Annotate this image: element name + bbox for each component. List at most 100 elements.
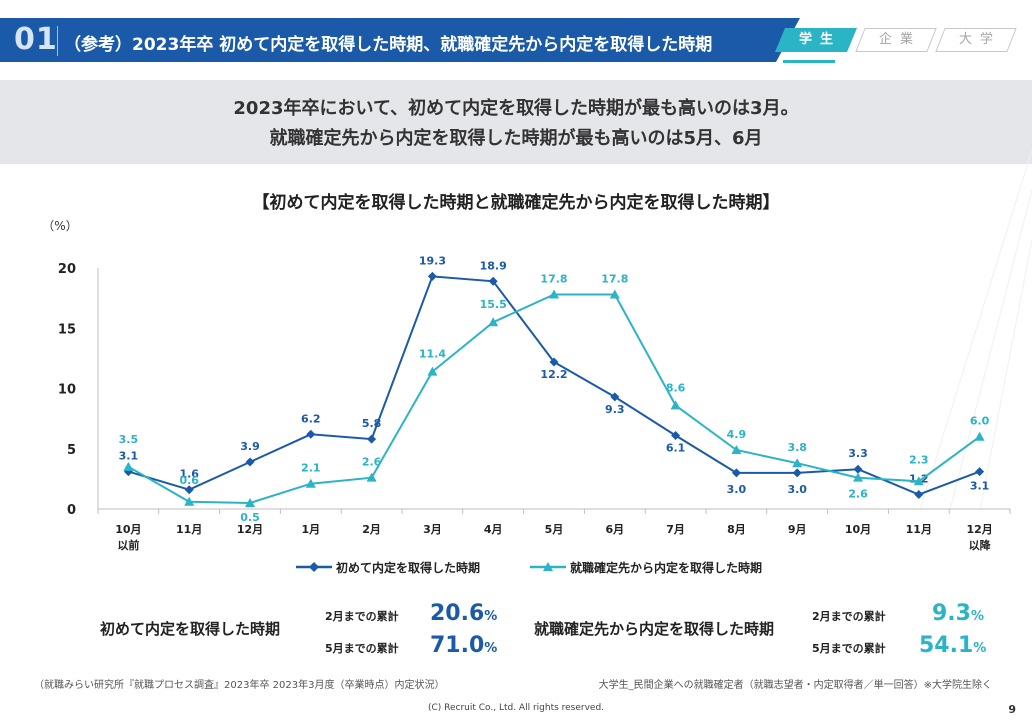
section-number: 01: [14, 22, 58, 57]
data-label: 17.8: [540, 273, 567, 286]
x-tick-label: 6月: [605, 523, 624, 536]
series-line-2: [127, 293, 981, 505]
data-label: 1.6: [179, 468, 199, 481]
data-label: 11.4: [419, 348, 446, 361]
data-point-diamond: [671, 430, 681, 440]
cumulative-first-row1-label: 2月までの累計: [325, 610, 399, 623]
tab-university[interactable]: 大学: [935, 28, 1017, 52]
data-point-triangle: [245, 497, 255, 507]
y-tick-label: 20: [58, 262, 76, 277]
cumulative-confirmed-row1-value: 9.3%: [932, 601, 985, 626]
title-divider: [57, 26, 58, 56]
tab-university-label: 大学: [958, 32, 1001, 47]
data-label: 4.9: [727, 428, 747, 441]
cumulative-confirmed-row2-label: 5月までの累計: [812, 642, 886, 655]
summary-band: 2023年卒において、初めて内定を取得した時期が最も高いのは3月。 就職確定先か…: [0, 80, 1032, 164]
data-point-triangle: [853, 472, 863, 482]
chart-title: 【初めて内定を取得した時期と就職確定先から内定を取得した時期】: [252, 193, 780, 213]
data-point-diamond: [610, 392, 620, 402]
data-point-diamond: [792, 468, 802, 478]
summary-line-2: 就職確定先から内定を取得した時期が最も高いのは5月、6月: [269, 128, 763, 149]
data-label: 15.5: [480, 298, 507, 311]
copyright: (C) Recruit Co., Ltd. All rights reserve…: [427, 703, 605, 713]
data-point-triangle: [488, 317, 499, 327]
data-label: 3.0: [727, 483, 747, 496]
x-tick-label: 8月: [727, 523, 746, 536]
legend-swatch-triangle-icon: [530, 562, 566, 571]
data-label: 17.8: [601, 273, 628, 286]
data-point-diamond: [549, 357, 559, 367]
data-label: 5.8: [362, 417, 382, 430]
source-note: （就職みらい研究所『就職プロセス調査』2023年卒 2023年3月度（卒業時点）…: [34, 680, 445, 691]
x-tick-label: 4月: [484, 523, 503, 536]
data-point-diamond: [427, 271, 437, 281]
data-label: 8.6: [666, 381, 686, 394]
data-label: 3.1: [970, 480, 990, 493]
x-tick-label: 2月: [362, 523, 381, 536]
y-tick-label: 10: [58, 383, 76, 398]
data-point-diamond: [731, 468, 741, 478]
data-label: 3.5: [119, 433, 139, 446]
data-point-triangle: [305, 478, 316, 488]
data-label: 12.2: [540, 368, 567, 381]
cumulative-first-row2-label: 5月までの累計: [325, 642, 399, 655]
data-label: 3.1: [119, 450, 139, 463]
x-tick-label: 12月: [237, 523, 263, 536]
data-point-triangle: [427, 366, 438, 376]
series-line-1: [128, 275, 980, 496]
data-label: 2.6: [362, 456, 382, 469]
data-point-triangle: [792, 458, 803, 468]
data-label: 6.1: [666, 441, 686, 454]
data-label: 6.2: [301, 412, 321, 425]
tab-student-label: 学生: [798, 32, 841, 47]
legend-item-first-offer: 初めて内定を取得した時期: [296, 558, 516, 576]
decorative-diagonal-lines: [919, 150, 1032, 510]
data-label: 3.0: [787, 483, 807, 496]
x-tick-label: 7月: [666, 523, 685, 536]
page-number: 9: [1008, 703, 1016, 716]
cumulative-first-row2-value: 71.0%: [430, 633, 498, 658]
page-title: （参考）2023年卒 初めて内定を取得した時期、就職確定先から内定を取得した時期: [64, 35, 713, 55]
cumulative-first-row1-value: 20.6%: [430, 601, 498, 626]
data-point-diamond: [184, 485, 194, 495]
tab-company-label: 企業: [878, 32, 921, 47]
data-point-diamond: [914, 490, 924, 500]
data-label: 2.1: [301, 462, 321, 475]
active-tab-underline: [783, 60, 835, 63]
x-tick-label: 9月: [788, 523, 807, 536]
tab-company[interactable]: 企業: [855, 28, 937, 52]
data-label: 3.3: [848, 447, 868, 460]
data-label: 3.9: [240, 440, 260, 453]
x-tick-label: 以前: [117, 538, 139, 552]
y-tick-label: 0: [67, 503, 76, 518]
x-tick-label: 11月: [906, 523, 932, 536]
data-label: 18.9: [480, 259, 507, 272]
cumulative-confirmed-row1-label: 2月までの累計: [812, 610, 886, 623]
data-point-triangle: [974, 431, 985, 441]
data-point-diamond: [853, 464, 863, 474]
x-tick-label: 1月: [301, 523, 320, 536]
data-label: 2.3: [909, 453, 929, 466]
data-label: 9.3: [605, 403, 625, 416]
population-note: 大学生_民間企業への就職確定者（就職志望者・内定取得者／単一回答）※大学院生除く: [598, 680, 992, 691]
x-tick-label: 12月: [966, 523, 992, 536]
x-tick-label: 11月: [176, 523, 202, 536]
legend-label-confirmed-offer: 就職確定先から内定を取得した時期: [570, 561, 763, 575]
x-tick-label: 10月: [845, 523, 871, 536]
data-label: 2.6: [848, 488, 868, 501]
tab-student[interactable]: 学生: [775, 28, 857, 52]
data-point-diamond: [306, 429, 316, 439]
x-tick-label: 3月: [423, 523, 442, 536]
legend-item-confirmed-offer: 就職確定先から内定を取得した時期: [530, 558, 790, 576]
data-label: 19.3: [419, 254, 446, 267]
data-point-triangle: [670, 400, 681, 410]
data-point-diamond: [245, 457, 255, 467]
x-tick-label: 以降: [969, 538, 992, 552]
x-tick-label: 10月: [115, 523, 141, 536]
legend-swatch-diamond-icon: [296, 562, 332, 572]
data-point-triangle: [184, 496, 195, 506]
cumulative-first-label: 初めて内定を取得した時期: [100, 620, 281, 638]
data-point-diamond: [488, 276, 498, 286]
legend-label-first-offer: 初めて内定を取得した時期: [336, 561, 481, 575]
